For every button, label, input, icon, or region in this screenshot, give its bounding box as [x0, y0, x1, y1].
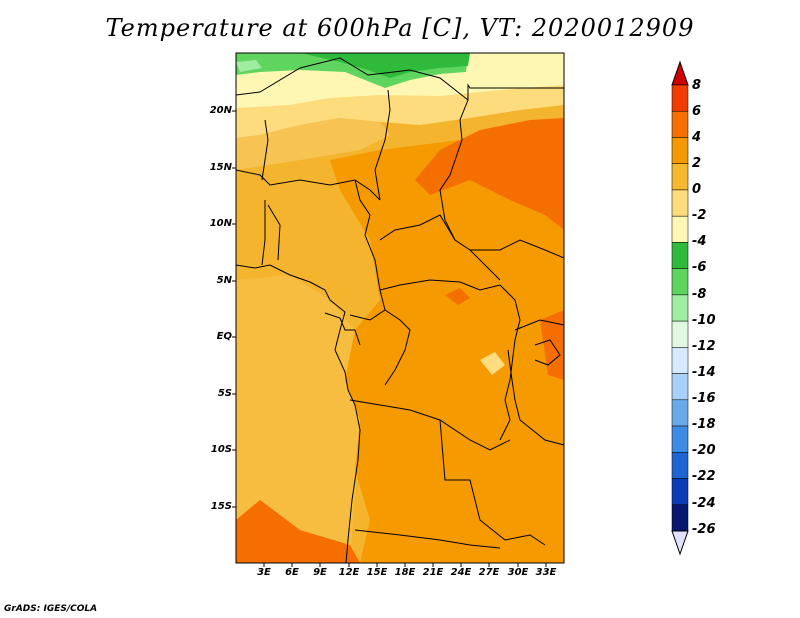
- lon-label-3e: 3E: [257, 567, 271, 578]
- lat-label-15s: 15S: [210, 501, 232, 512]
- colorbar-label: -20: [692, 443, 716, 458]
- colorbar-label: 2: [692, 156, 702, 171]
- south-warm-band: [360, 450, 564, 563]
- lon-label-21e: 21E: [422, 567, 444, 578]
- lon-label-33e: 33E: [535, 567, 557, 578]
- lat-label-20n: 20N: [209, 105, 232, 116]
- east-africa-hot: [540, 310, 564, 380]
- colorbar-label: 6: [692, 104, 702, 119]
- colorbar-label: 8: [692, 78, 702, 93]
- lon-label-27e: 27E: [478, 567, 500, 578]
- lon-label-24e: 24E: [450, 567, 472, 578]
- lake-victoria: [534, 339, 561, 366]
- border-drc-north: [384, 309, 411, 386]
- lon-label-6e: 6E: [285, 567, 299, 578]
- colorbar-segment: [671, 347, 689, 374]
- lake-tanganyika: [507, 349, 521, 421]
- border-cameroon: [349, 179, 386, 321]
- southwest-hot-region: [236, 500, 360, 563]
- colorbar-bottom-arrow: [671, 530, 689, 556]
- colorbar-segment: [671, 137, 689, 164]
- border-drc-east: [499, 284, 521, 441]
- border-chad-west: [374, 89, 391, 201]
- colorbar-segments: [671, 84, 689, 532]
- lat-label-15n: 15N: [209, 162, 232, 173]
- colorbar-label: -18: [692, 417, 716, 432]
- colorbar-segment: [671, 163, 689, 191]
- colorbar-label: -8: [692, 287, 707, 302]
- sudan-hot-region: [415, 118, 564, 230]
- map-frame: [235, 52, 565, 564]
- map-title: Temperature at 600hPa [C], VT: 202001290…: [105, 14, 695, 42]
- colorbar-label: 0: [692, 182, 702, 197]
- temperature-field: [236, 53, 564, 563]
- lat-label-5n: 5N: [216, 275, 232, 286]
- colorbar-segment: [671, 268, 689, 296]
- colorbar-segment: [671, 294, 689, 322]
- border-car-north: [379, 214, 501, 281]
- border-sahara-north: [235, 57, 564, 102]
- border-sudan-east: [470, 239, 565, 259]
- lon-label-30e: 30E: [507, 567, 529, 578]
- central-pale-spot: [480, 352, 505, 375]
- south-atlantic-shade: [236, 275, 360, 563]
- country-borders: [235, 57, 565, 564]
- colorbar-segment: [671, 84, 689, 112]
- colorbar-segment: [671, 399, 689, 427]
- colorbar: [671, 60, 689, 556]
- lat-label-eq: EQ: [216, 331, 232, 342]
- colorbar-segment: [671, 452, 689, 479]
- border-angola-south: [354, 529, 501, 549]
- lat-label-10n: 10N: [209, 218, 232, 229]
- lon-label-9e: 9E: [313, 567, 327, 578]
- colorbar-segment: [671, 425, 689, 453]
- colorbar-label: -22: [692, 469, 716, 484]
- grads-credit: GrADS: IGES/COLA: [4, 604, 98, 614]
- colorbar-label: -26: [692, 522, 716, 537]
- border-gabon: [324, 312, 361, 346]
- colorbar-segment: [671, 373, 689, 401]
- lon-label-15e: 15E: [366, 567, 388, 578]
- border-benin: [267, 204, 281, 261]
- lon-label-18e: 18E: [394, 567, 416, 578]
- colorbar-segment: [671, 215, 689, 243]
- coastline-west: [235, 264, 361, 564]
- lat-label-5s: 5S: [217, 388, 232, 399]
- border-tanzania: [519, 419, 565, 446]
- colorbar-top-arrow: [671, 60, 689, 86]
- border-chad-sudan: [439, 99, 469, 241]
- colorbar-segment: [671, 320, 689, 348]
- colorbar-label: -2: [692, 208, 707, 223]
- colorbar-segment: [671, 478, 689, 506]
- colorbar-segment: [671, 110, 689, 138]
- congo-hot-spot: [445, 288, 470, 305]
- border-mali: [261, 119, 269, 181]
- lat-label-10s: 10S: [210, 444, 232, 455]
- cold-patch-lightest: [236, 60, 262, 72]
- colorbar-label: -14: [692, 365, 716, 380]
- colorbar-label: -6: [692, 260, 707, 275]
- colorbar-label: -16: [692, 391, 716, 406]
- colorbar-label: -24: [692, 496, 716, 511]
- colorbar-label: -10: [692, 313, 716, 328]
- colorbar-label: -12: [692, 339, 716, 354]
- border-uganda: [514, 319, 565, 331]
- colorbar-segment: [671, 242, 689, 269]
- axis-ticks: [232, 110, 547, 567]
- border-car-south: [379, 279, 501, 291]
- lon-label-12e: 12E: [338, 567, 360, 578]
- sahel-gradient: [236, 118, 390, 170]
- colorbar-segment: [671, 189, 689, 217]
- colorbar-segment: [671, 504, 689, 532]
- border-nigeria-west: [261, 200, 266, 266]
- border-angola-zambia: [439, 419, 546, 546]
- colorbar-label: 4: [692, 130, 702, 145]
- border-niger-nigeria: [235, 169, 381, 201]
- colorbar-label: -4: [692, 234, 707, 249]
